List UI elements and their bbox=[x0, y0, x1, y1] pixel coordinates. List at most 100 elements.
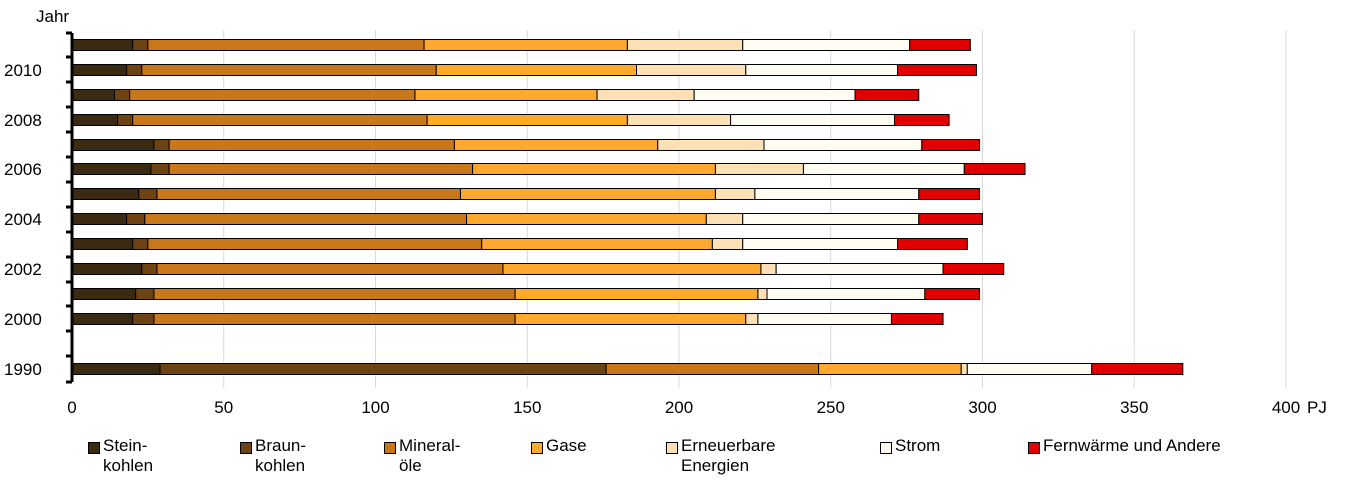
bar-segment-2011-2 bbox=[147, 39, 425, 51]
bar-2002 bbox=[71, 263, 1005, 275]
bar-segment-2005-0 bbox=[71, 188, 140, 200]
bar-2009 bbox=[71, 89, 920, 101]
stacked-bar-chart: 0 50 100 150 200 250 300 350 400 1990 2000 2002 200… bbox=[4, 7, 1327, 417]
bar-segment-2009-3 bbox=[414, 89, 598, 101]
bar-segment-2010-0 bbox=[71, 64, 128, 76]
legend-label: Gase bbox=[546, 436, 587, 455]
bar-segment-2005-2 bbox=[156, 188, 461, 200]
legend-item-5: Strom bbox=[880, 436, 940, 456]
bar-segment-2006-1 bbox=[150, 163, 170, 175]
bar-segment-2000-0 bbox=[71, 313, 134, 325]
bar-segment-2011-0 bbox=[71, 39, 134, 51]
bar-segment-2010-3 bbox=[435, 64, 638, 76]
bar-segment-2006-2 bbox=[168, 163, 474, 175]
bar-segment-2001-3 bbox=[514, 288, 759, 300]
bar-segment-2003-6 bbox=[897, 238, 968, 250]
legend-label: Braun- kohlen bbox=[255, 436, 307, 475]
y-tick-label-2008: 2008 bbox=[4, 111, 42, 130]
y-axis-title: Jahr bbox=[36, 7, 69, 26]
bar-segment-2004-1 bbox=[126, 213, 146, 225]
bar-segment-2009-4 bbox=[596, 89, 695, 101]
bar-segment-2003-5 bbox=[742, 238, 899, 250]
bar-segment-1990-2 bbox=[605, 363, 820, 375]
bar-segment-2010-6 bbox=[897, 64, 977, 76]
bar-segment-2001-4 bbox=[757, 288, 768, 300]
grid-lines bbox=[223, 30, 1287, 388]
bar-segment-2002-5 bbox=[775, 263, 944, 275]
bar-segment-2007-4 bbox=[657, 139, 765, 151]
x-tick-label-200: 200 bbox=[665, 398, 693, 417]
bar-segment-2007-0 bbox=[71, 139, 155, 151]
bar-segment-2002-2 bbox=[156, 263, 504, 275]
legend-label: Mineral- öle bbox=[399, 436, 461, 475]
bar-segment-2002-0 bbox=[71, 263, 143, 275]
bar-segment-2010-5 bbox=[745, 64, 899, 76]
bar-segment-2006-5 bbox=[802, 163, 965, 175]
bar-segment-2003-0 bbox=[71, 238, 134, 250]
bar-segment-2005-6 bbox=[918, 188, 980, 200]
bar-segment-2004-4 bbox=[705, 213, 744, 225]
bar-segment-2002-1 bbox=[141, 263, 158, 275]
legend-swatch bbox=[88, 442, 100, 454]
bar-segment-2011-5 bbox=[742, 39, 911, 51]
bar-2008 bbox=[71, 114, 950, 126]
bar-segment-1990-4 bbox=[960, 363, 968, 375]
bar-segment-2005-3 bbox=[459, 188, 716, 200]
y-tick-label-2010: 2010 bbox=[4, 61, 42, 80]
legend-swatch bbox=[384, 442, 396, 454]
bar-segment-2005-5 bbox=[754, 188, 920, 200]
bar-2011 bbox=[71, 39, 971, 51]
bar-segment-2008-4 bbox=[626, 114, 732, 126]
bar-2007 bbox=[71, 139, 980, 151]
y-tick-label-2006: 2006 bbox=[4, 160, 42, 179]
bar-segment-2000-6 bbox=[890, 313, 944, 325]
x-tick-label-150: 150 bbox=[513, 398, 541, 417]
bar-segment-2007-2 bbox=[168, 139, 455, 151]
bar-segment-2008-1 bbox=[117, 114, 134, 126]
bar-segment-2005-1 bbox=[138, 188, 158, 200]
bar-2003 bbox=[71, 238, 968, 250]
bar-segment-2004-0 bbox=[71, 213, 128, 225]
bar-segment-2008-3 bbox=[426, 114, 628, 126]
legend-label: Stein- kohlen bbox=[103, 436, 154, 475]
bar-segment-2006-0 bbox=[71, 163, 152, 175]
bar-segment-2006-3 bbox=[472, 163, 716, 175]
bar-2006 bbox=[71, 163, 1026, 175]
bar-segment-2002-6 bbox=[942, 263, 1005, 275]
legend-swatch bbox=[240, 442, 252, 454]
bar-segment-2006-6 bbox=[963, 163, 1026, 175]
bar-segment-2008-6 bbox=[893, 114, 950, 126]
y-axis bbox=[66, 31, 74, 384]
bar-segment-2000-3 bbox=[514, 313, 747, 325]
bar-segment-2000-1 bbox=[132, 313, 155, 325]
bar-segment-2011-6 bbox=[909, 39, 971, 51]
x-tick-label-250: 250 bbox=[817, 398, 845, 417]
bar-segment-2007-1 bbox=[153, 139, 170, 151]
bar-2010 bbox=[71, 64, 977, 76]
legend-label: Strom bbox=[895, 436, 941, 455]
bar-segment-2006-4 bbox=[714, 163, 804, 175]
bar-segment-2008-5 bbox=[730, 114, 895, 126]
legend-swatch bbox=[666, 442, 678, 454]
x-axis-unit-label: PJ bbox=[1307, 398, 1327, 417]
x-tick-label-350: 350 bbox=[1120, 398, 1148, 417]
bar-segment-2009-2 bbox=[129, 89, 416, 101]
bar-series bbox=[71, 39, 1184, 375]
bar-segment-2005-4 bbox=[714, 188, 756, 200]
bar-segment-2003-2 bbox=[147, 238, 483, 250]
bar-segment-2010-2 bbox=[141, 64, 437, 76]
legend-item-4: Erneuerbare Energien bbox=[666, 436, 776, 476]
bar-segment-2011-1 bbox=[132, 39, 149, 51]
y-tick-label-2000: 2000 bbox=[4, 310, 42, 329]
bar-segment-2011-4 bbox=[626, 39, 744, 51]
bar-segment-2011-3 bbox=[423, 39, 628, 51]
bar-segment-2007-3 bbox=[453, 139, 659, 151]
chart-legend: Stein- kohlen Braun- kohlen Mineral- öle Ga… bbox=[0, 436, 1365, 484]
bar-2004 bbox=[71, 213, 984, 225]
legend-label: Erneuerbare Energien bbox=[681, 436, 776, 475]
legend-swatch bbox=[880, 442, 892, 454]
bar-2000 bbox=[71, 313, 944, 325]
legend-label: Fernwärme und Andere bbox=[1043, 436, 1221, 455]
x-tick-labels: 0 50 100 150 200 250 300 350 400 bbox=[67, 398, 1300, 417]
bar-segment-2003-1 bbox=[132, 238, 149, 250]
